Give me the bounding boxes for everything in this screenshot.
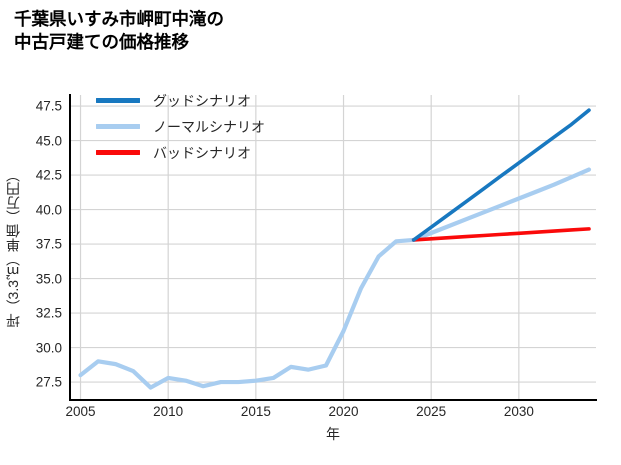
y-axis-spine [69,94,71,401]
gridlines [70,95,596,400]
plot-svg [70,95,596,400]
chart-legend: グッドシナリオ ノーマルシナリオ バッドシナリオ [96,92,265,161]
x-tick-label: 2020 [328,404,359,419]
legend-item[interactable]: ノーマルシナリオ [96,118,265,135]
legend-color-swatch [96,124,140,129]
legend-label: グッドシナリオ [153,92,251,109]
y-axis-label-text: 坪（3.3㎡）単価（万円） [5,167,21,328]
legend-item[interactable]: バッドシナリオ [96,144,265,161]
legend-item[interactable]: グッドシナリオ [96,92,265,109]
legend-color-swatch [96,98,140,103]
y-tick-label: 32.5 [35,305,62,321]
y-tick-label: 37.5 [35,236,62,252]
x-tick-label: 2010 [153,404,184,419]
plot-area [69,94,597,401]
legend-label: バッドシナリオ [153,144,251,161]
y-axis-label: 坪（3.3㎡）単価（万円） [0,95,26,400]
y-tick-label: 40.0 [35,202,62,218]
x-axis-spine [69,399,597,401]
x-tick-label: 2015 [240,404,271,419]
series-line [411,227,591,242]
page-title: 千葉県いすみ市岬町中滝の 中古戸建ての価格推移 [14,9,224,53]
y-tick-label: 42.5 [35,167,62,183]
y-tick-label: 47.5 [35,98,62,114]
y-tick-label: 30.0 [35,340,62,356]
x-tick-label: 2030 [503,404,534,419]
y-tick-label: 27.5 [35,374,62,390]
x-tick-label: 2005 [65,404,96,419]
legend-color-swatch [96,150,140,155]
series-line [411,108,591,242]
series-lines [78,108,592,390]
legend-label: ノーマルシナリオ [153,118,265,135]
x-axis-label: 年 [326,426,340,442]
y-tick-label: 45.0 [35,133,62,149]
x-tick-label: 2025 [416,404,447,419]
series-line [78,167,592,390]
y-tick-label: 35.0 [35,271,62,287]
